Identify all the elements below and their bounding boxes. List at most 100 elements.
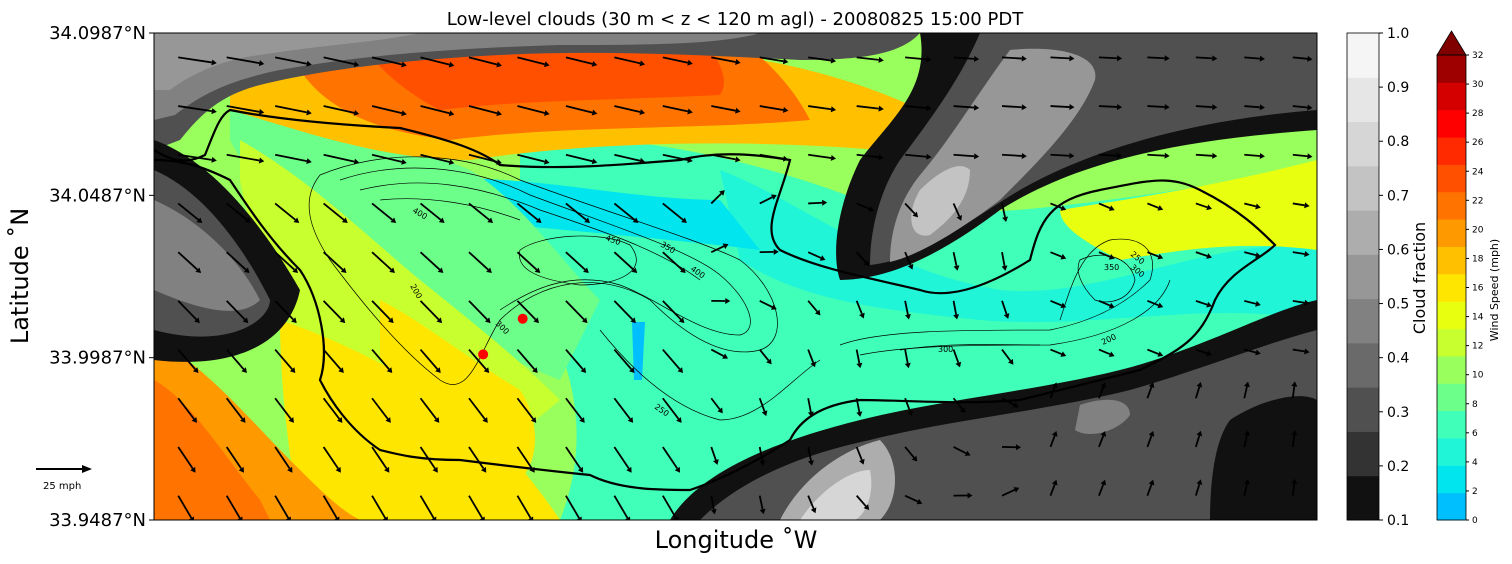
wind-vector — [1195, 251, 1212, 259]
wind-colorbar-tick-label: 10 — [1472, 371, 1484, 381]
wind-vector — [710, 397, 723, 414]
contour-line — [599, 329, 821, 421]
wind-vector — [759, 153, 789, 162]
wind-vector — [856, 105, 884, 112]
wind-colorbar-segment — [1437, 492, 1466, 521]
wind-colorbar-segment — [1437, 164, 1466, 193]
wind-colorbar-segment — [1437, 82, 1466, 111]
wind-vector — [420, 105, 455, 117]
wind-vector — [371, 446, 390, 473]
contour-line — [899, 344, 1041, 351]
wind-vector — [1194, 430, 1203, 448]
wind-colorbar-tick-label: 24 — [1472, 167, 1484, 177]
wind-vector — [274, 251, 299, 274]
wind-vector — [177, 251, 202, 274]
wind-vector — [177, 348, 199, 374]
wind-vector — [323, 105, 360, 116]
wind-vector — [711, 56, 741, 65]
y-axis-label: Latitude ˚N — [6, 208, 34, 344]
wind-vector — [517, 153, 550, 165]
wind-vector — [226, 202, 251, 223]
wind-vector — [1147, 55, 1170, 62]
wind-vector — [614, 56, 646, 67]
cloud-nw-light — [154, 33, 420, 90]
wind-vector — [371, 251, 395, 274]
wind-vector — [1195, 202, 1212, 211]
wind-vector — [1291, 381, 1298, 399]
deep-cyan-region — [720, 170, 1317, 323]
wind-colorbar-segment — [1437, 219, 1466, 247]
wind-vector — [1098, 300, 1115, 309]
contour-line — [308, 156, 778, 385]
wind-vector — [565, 446, 584, 473]
wind-vector — [468, 105, 502, 117]
wind-colorbar-tick-label: 28 — [1472, 109, 1484, 119]
wind-vector — [1001, 397, 1019, 408]
wind-vector — [226, 153, 265, 164]
y-axis: 34.0987°N 34.0487°N 33.9987°N 33.9487°N — [49, 23, 154, 531]
cloud-colorbar-tick-label: 0.3 — [1387, 405, 1409, 421]
wind-vector — [1147, 348, 1164, 357]
wind-colorbar-segment — [1437, 437, 1466, 466]
wind-vector — [225, 446, 244, 473]
cloud-colorbar-segment — [1347, 121, 1379, 167]
orange-deep-sw — [154, 380, 270, 520]
wind-colorbar-segment — [1437, 355, 1466, 384]
wind-colorbar-tick-label: 2 — [1472, 487, 1478, 497]
cloud-far-east — [1210, 396, 1317, 520]
wind-vector — [1001, 55, 1027, 62]
wind-vector — [322, 300, 346, 324]
wind-vector — [419, 251, 444, 274]
wind-vector — [420, 56, 455, 68]
wind-vector — [904, 494, 923, 505]
wind-vector — [904, 251, 914, 270]
wind-colorbar-tick-label: 20 — [1472, 225, 1484, 235]
wind-vector — [758, 495, 766, 515]
wind-colorbar-segment — [1437, 109, 1466, 138]
contour-line — [519, 235, 637, 286]
contour-label: 300 — [938, 345, 953, 354]
wind-vector — [1292, 104, 1313, 111]
wind-vector — [1098, 202, 1115, 211]
cloud-colorbar-segment — [1347, 475, 1379, 521]
wind-vector — [371, 202, 397, 223]
green-region-left — [230, 100, 600, 380]
wind-vector — [565, 105, 598, 116]
wind-vector — [905, 105, 932, 112]
wind-vector — [662, 105, 693, 115]
wind-vector — [177, 202, 203, 223]
wind-colorbar-tick-label: 14 — [1472, 313, 1484, 323]
wind-vector — [855, 251, 870, 267]
wind-vector — [1147, 202, 1164, 211]
wind-vector — [371, 56, 407, 68]
wind-vector — [1098, 348, 1115, 357]
wind-vector — [322, 251, 347, 274]
cloud-colorbar-segment — [1347, 33, 1379, 78]
wind-vector — [565, 397, 585, 423]
height-contours — [308, 156, 1171, 421]
wind-vector — [565, 300, 588, 324]
wind-vector — [274, 202, 300, 223]
wind-vector — [1194, 381, 1203, 399]
wind-vector — [468, 56, 502, 68]
wind-vector — [274, 105, 312, 116]
wind-vector — [758, 446, 766, 466]
cloud-colorbar-segment — [1347, 342, 1379, 388]
wind-vector — [808, 153, 837, 161]
wind-colorbar-segment — [1437, 301, 1466, 330]
wind-vector — [662, 251, 686, 274]
wind-vector — [322, 348, 344, 374]
wind-vector — [516, 348, 538, 374]
wind-vector — [565, 495, 582, 520]
wind-vector — [323, 153, 360, 165]
wind-vector — [1146, 430, 1155, 448]
y-tick-label: 33.9487°N — [49, 510, 146, 531]
wind-vector — [419, 202, 445, 223]
wind-vector — [905, 153, 932, 160]
wind-vector — [1001, 300, 1010, 319]
wind-colorbar-segment — [1437, 246, 1466, 275]
y-tick-label: 34.0987°N — [49, 23, 146, 44]
wind-vector — [419, 397, 440, 423]
wind-vector — [1050, 202, 1067, 211]
wind-vector — [613, 397, 634, 423]
